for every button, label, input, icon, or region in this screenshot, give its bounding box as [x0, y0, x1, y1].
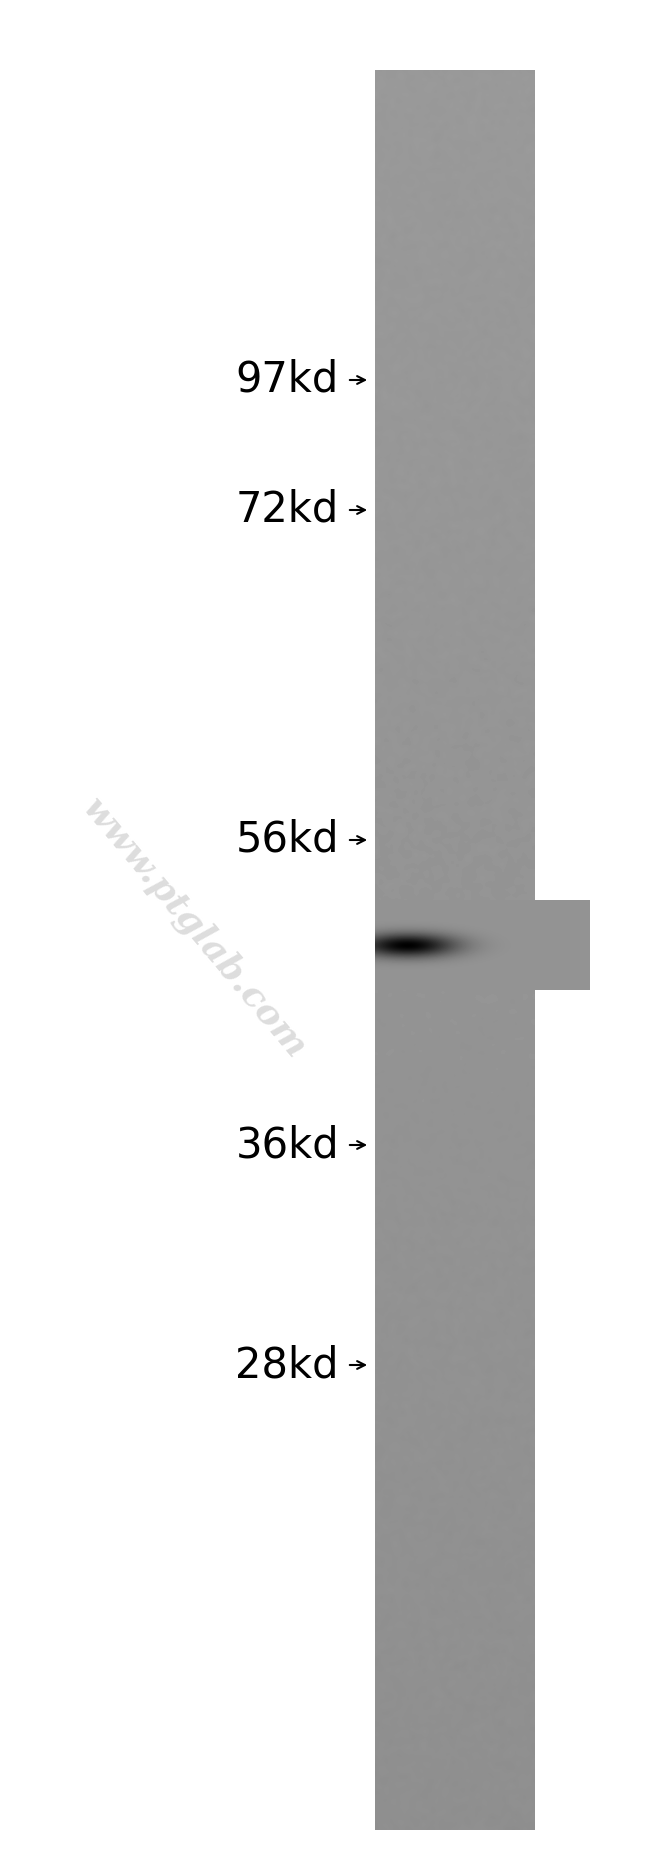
- Text: 72kd: 72kd: [236, 490, 339, 531]
- Text: 28kd: 28kd: [235, 1345, 339, 1386]
- Text: 36kd: 36kd: [235, 1124, 339, 1167]
- Text: 97kd: 97kd: [236, 360, 339, 401]
- Text: www.ptglab.com: www.ptglab.com: [76, 790, 314, 1065]
- Text: 56kd: 56kd: [235, 820, 339, 861]
